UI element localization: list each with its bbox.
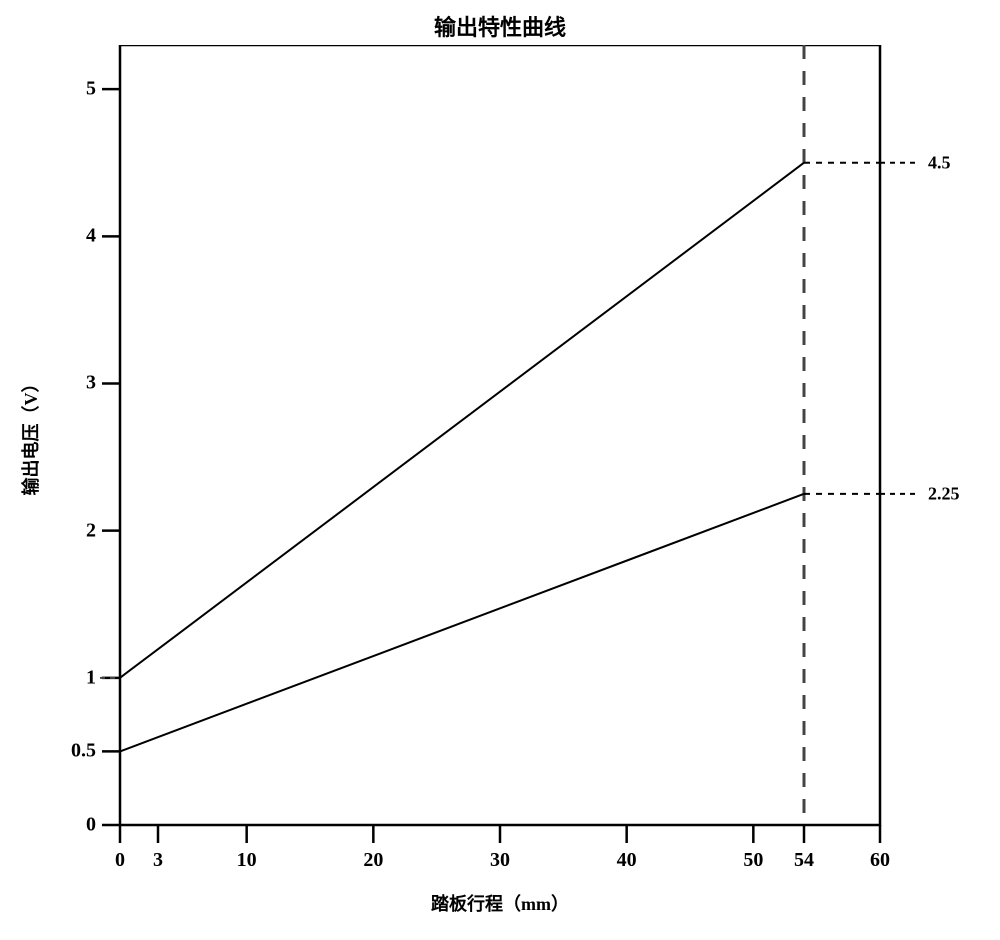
x-tick-label: 50 bbox=[743, 849, 763, 872]
chart-container: 输出特性曲线 输出电压（V） 踏板行程（mm） 0310203040505460… bbox=[0, 0, 1000, 940]
y-tick-label: 2 bbox=[86, 519, 96, 542]
chart-title: 输出特性曲线 bbox=[0, 10, 1000, 42]
y-tick-label: 0 bbox=[86, 814, 96, 837]
y-tick-label: 3 bbox=[86, 372, 96, 395]
series-end-label: 4.5 bbox=[928, 152, 951, 173]
x-tick-label: 3 bbox=[153, 849, 163, 872]
x-tick-label: 40 bbox=[617, 849, 637, 872]
y-tick-label: 1 bbox=[86, 666, 96, 689]
x-axis-label: 踏板行程（mm） bbox=[431, 890, 569, 916]
x-tick-label: 10 bbox=[237, 849, 257, 872]
plot-area bbox=[80, 45, 990, 875]
y-tick-label: 0.5 bbox=[71, 740, 96, 763]
series-end-label: 2.25 bbox=[928, 483, 960, 504]
x-tick-label: 20 bbox=[363, 849, 383, 872]
x-tick-label: 0 bbox=[115, 849, 125, 872]
y-axis-label: 输出电压（V） bbox=[17, 375, 43, 496]
x-tick-label: 30 bbox=[490, 849, 510, 872]
x-tick-label: 60 bbox=[870, 849, 890, 872]
x-tick-label: 54 bbox=[794, 849, 814, 872]
y-tick-label: 4 bbox=[86, 225, 96, 248]
y-tick-label: 5 bbox=[86, 78, 96, 101]
